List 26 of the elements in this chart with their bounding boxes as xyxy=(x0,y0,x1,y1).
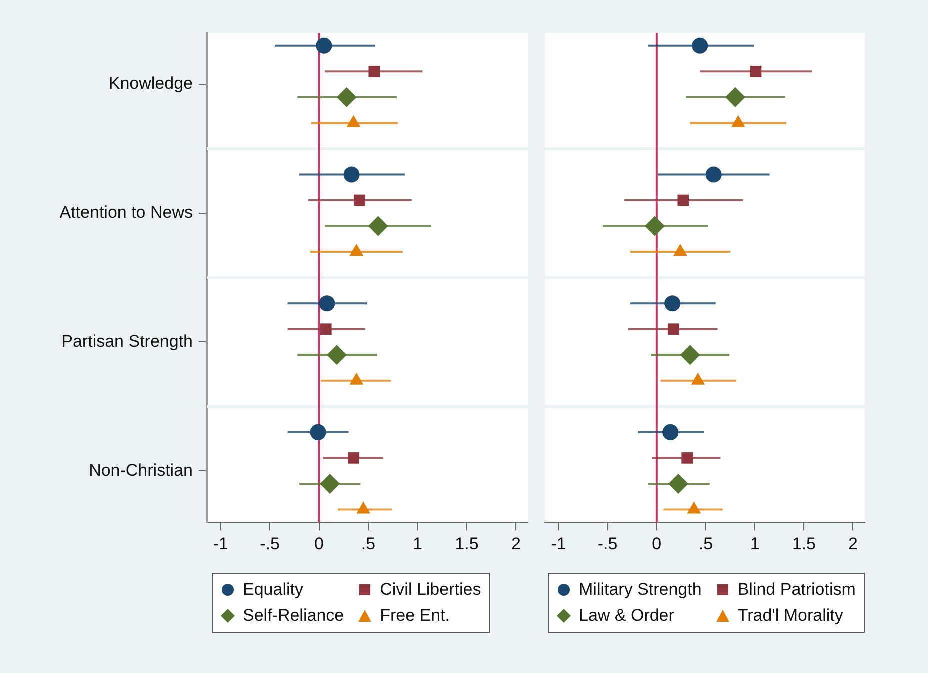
x-tick-label: 0 xyxy=(314,534,324,554)
x-tick-label: 1.5 xyxy=(455,534,479,554)
x-tick-label: -.5 xyxy=(598,534,618,554)
legend-label: Blind Patriotism xyxy=(738,580,856,600)
x-tick-label: 1 xyxy=(412,534,422,554)
legend-label: Free Ent. xyxy=(380,606,450,626)
y-tick-label: Attention to News xyxy=(60,203,193,222)
x-tick-label: 0 xyxy=(652,534,662,554)
legend-label: Equality xyxy=(243,580,304,600)
legend-label: Trad'l Morality xyxy=(738,606,844,626)
x-tick-label: 1 xyxy=(750,534,760,554)
y-tick-label: Knowledge xyxy=(108,74,193,94)
x-tick-label: .5 xyxy=(361,534,376,554)
y-tick-label: Non-Christian xyxy=(89,460,193,480)
legend-label: Self-Reliance xyxy=(243,606,344,626)
x-tick-label: -.5 xyxy=(260,534,280,554)
legend-label: Civil Liberties xyxy=(380,580,482,600)
y-tick-label: Partisan Strength xyxy=(62,332,193,351)
x-tick-label: -1 xyxy=(213,534,228,554)
x-tick-label: 1.5 xyxy=(792,534,816,554)
x-tick-label: .5 xyxy=(698,534,714,554)
x-tick-label: -1 xyxy=(551,534,566,554)
x-tick-label: 2 xyxy=(848,534,858,554)
x-tick-label: 2 xyxy=(511,534,521,554)
legend-label: Military Strength xyxy=(579,580,702,600)
legend-label: Law & Order xyxy=(579,606,674,626)
